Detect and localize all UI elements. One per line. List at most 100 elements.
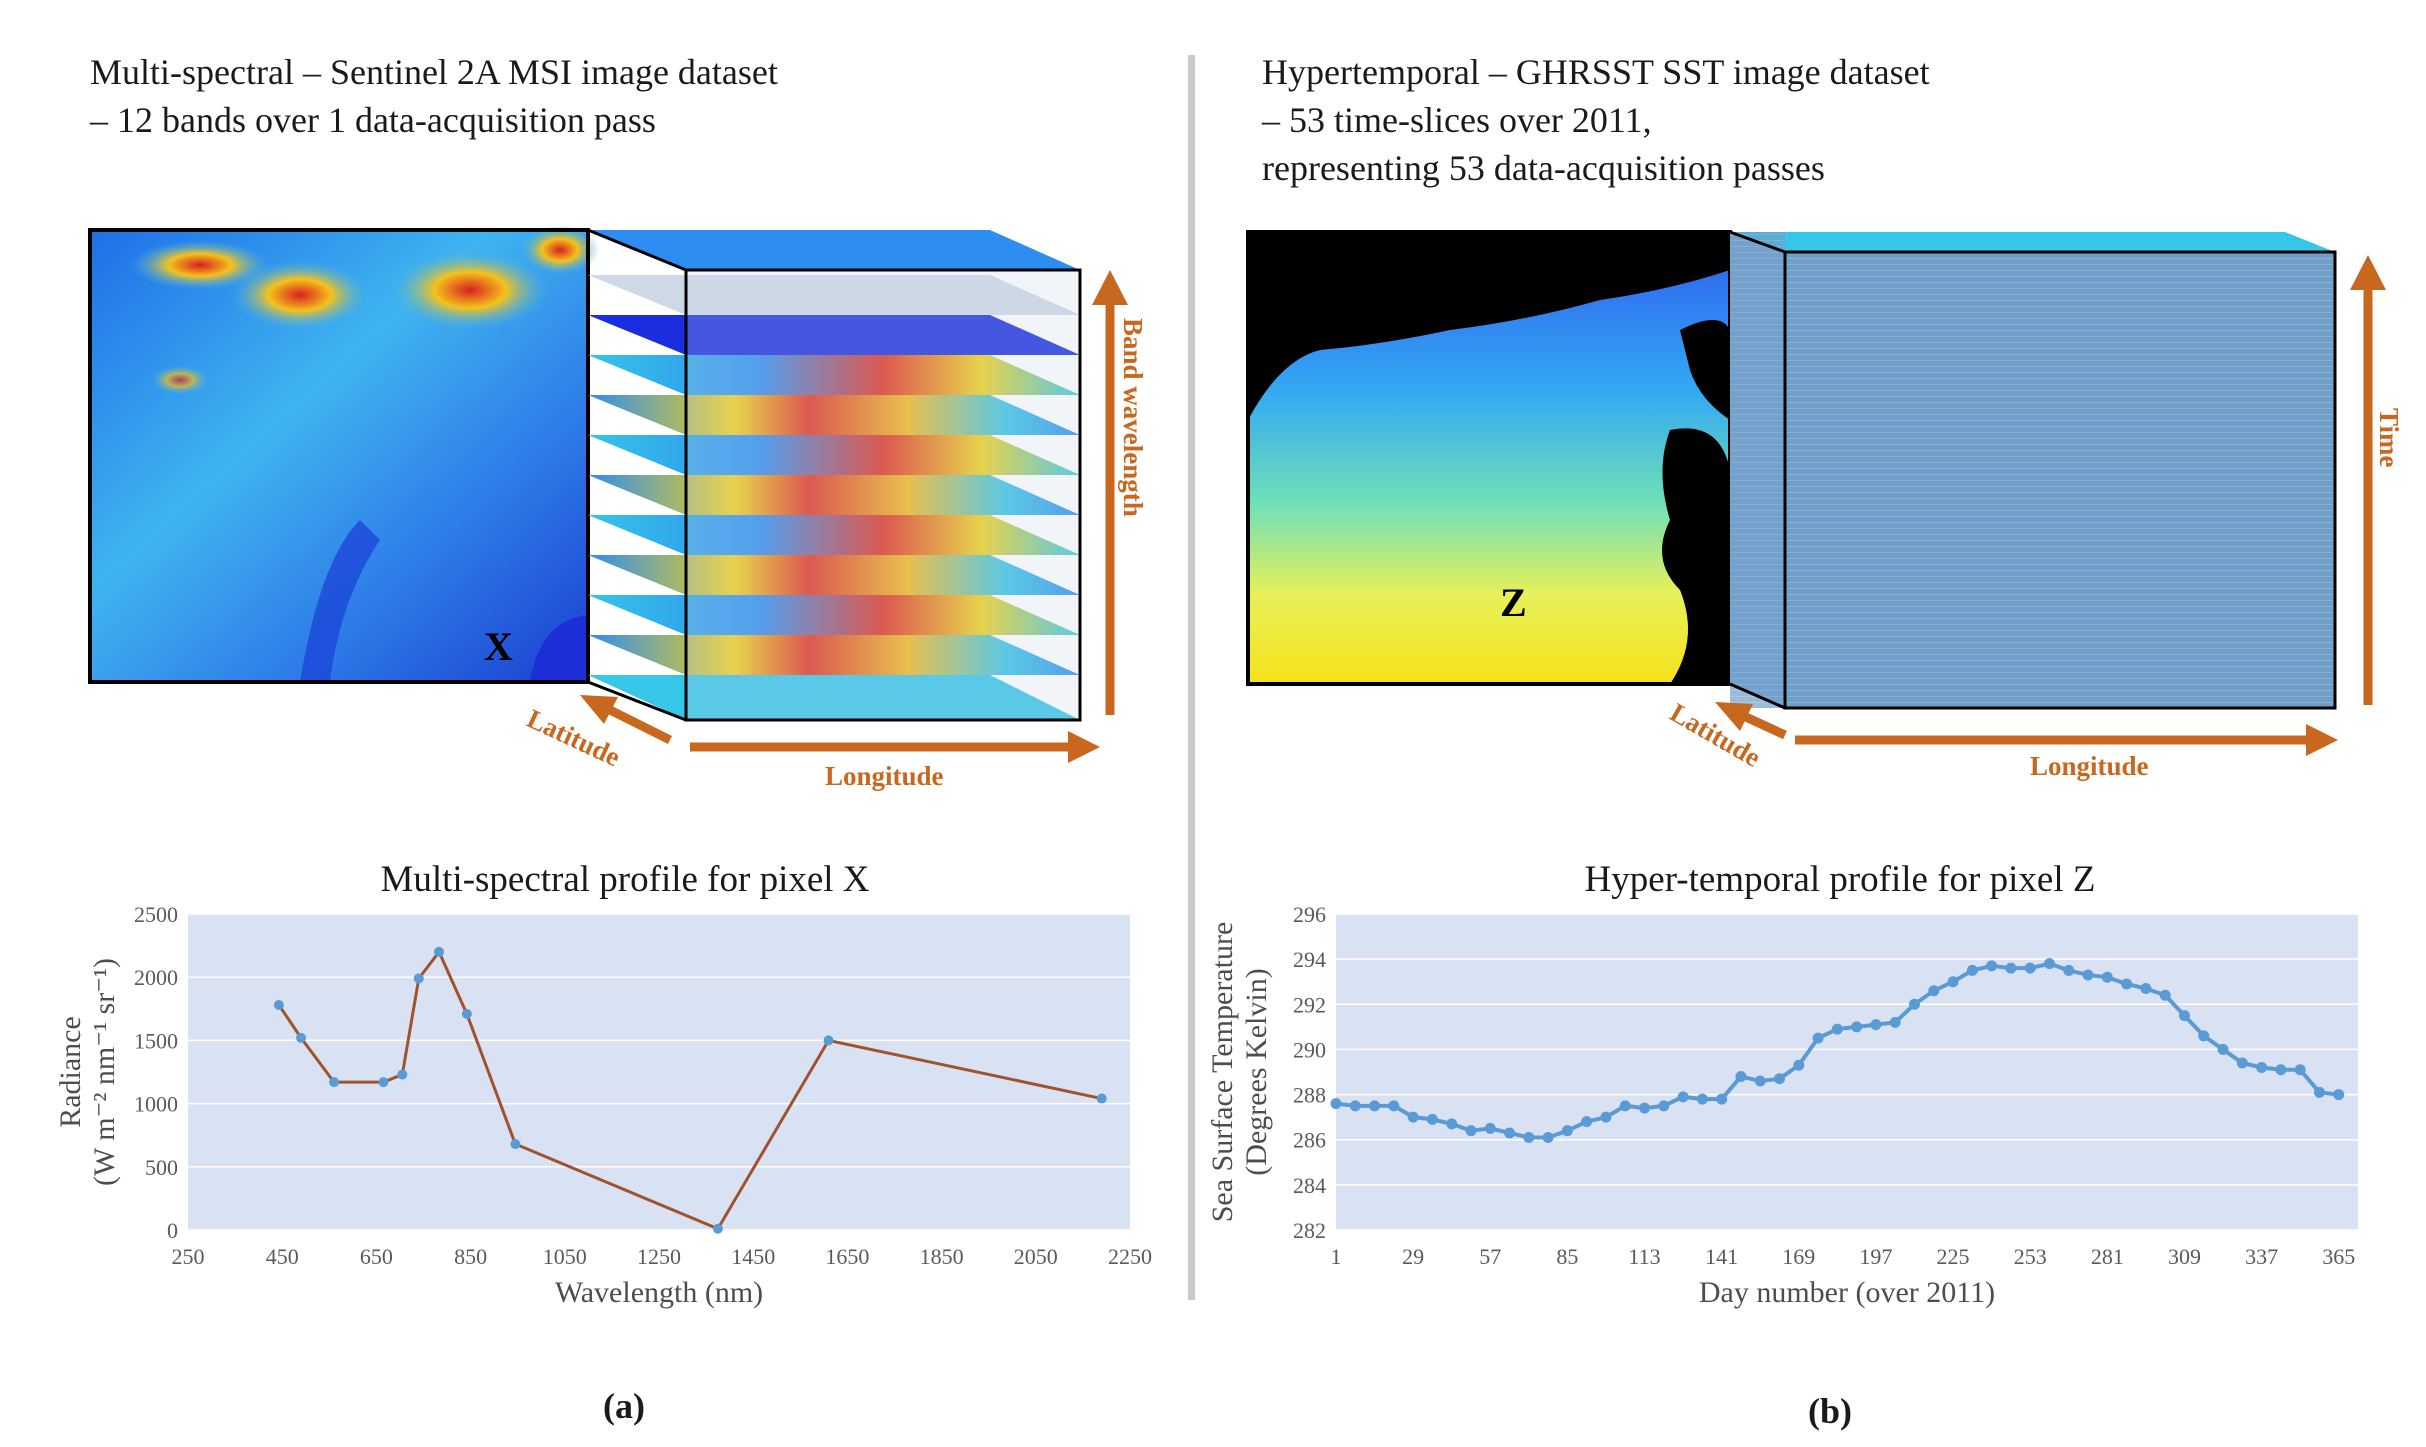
- data-point: [413, 973, 424, 984]
- data-point: [1330, 1098, 1342, 1110]
- y-tick-label: 292: [1293, 992, 1326, 1017]
- longitude-label-right: Longitude: [2030, 751, 2149, 781]
- data-point: [712, 1223, 723, 1234]
- data-point: [823, 1035, 834, 1046]
- band-wavelength-label: Band wavelength: [1118, 318, 1148, 517]
- data-point: [2294, 1064, 2306, 1076]
- data-point: [1484, 1122, 1496, 1134]
- y-axis-title-line: (Degrees Kelvin): [1240, 968, 1273, 1175]
- longitude-label-left: Longitude: [825, 761, 944, 791]
- left-heading-line-2: – 12 bands over 1 data-acquisition pass: [90, 100, 656, 140]
- data-point: [2140, 982, 2152, 994]
- data-point: [2024, 962, 2036, 974]
- data-point: [2198, 1030, 2210, 1042]
- data-point: [1600, 1111, 1612, 1123]
- x-tick-label: 85: [1556, 1244, 1578, 1269]
- data-point: [2236, 1057, 2248, 1069]
- x-tick-label: 29: [1402, 1244, 1424, 1269]
- data-point: [1426, 1113, 1438, 1125]
- data-point: [1369, 1100, 1381, 1112]
- x-tick-label: 1650: [825, 1244, 869, 1269]
- data-point: [1774, 1073, 1786, 1085]
- y-axis-title: Radiance(W m⁻² nm⁻¹ sr⁻¹): [54, 958, 121, 1186]
- x-tick-label: 365: [2322, 1244, 2355, 1269]
- data-point: [1908, 998, 1920, 1010]
- y-tick-label: 500: [145, 1155, 178, 1180]
- y-tick-label: 0: [167, 1218, 178, 1243]
- x-tick-label: 309: [2168, 1244, 2201, 1269]
- data-point: [2005, 962, 2017, 974]
- x-tick-label: 1850: [920, 1244, 964, 1269]
- y-tick-label: 296: [1293, 902, 1326, 927]
- data-point: [2256, 1061, 2268, 1073]
- y-tick-label: 2000: [134, 965, 178, 990]
- x-tick-label: 169: [1782, 1244, 1815, 1269]
- data-point: [2121, 978, 2133, 990]
- data-point: [1793, 1059, 1805, 1071]
- plot-area: [188, 914, 1130, 1230]
- data-point: [1889, 1016, 1901, 1028]
- y-axis-title-line: Sea Surface Temperature: [1206, 922, 1239, 1223]
- y-tick-label: 294: [1293, 947, 1326, 972]
- data-point: [1096, 1093, 1107, 1104]
- data-point: [2082, 969, 2094, 981]
- panel-label-b: (b): [1808, 1391, 1852, 1431]
- data-point: [397, 1069, 408, 1080]
- y-axis-title-line: Radiance: [54, 1016, 87, 1128]
- x-tick-label: 57: [1479, 1244, 1501, 1269]
- data-point: [1561, 1125, 1573, 1137]
- y-tick-label: 2500: [134, 902, 178, 927]
- x-tick-label: 2050: [1014, 1244, 1058, 1269]
- data-point: [1388, 1100, 1400, 1112]
- pixel-x-label: X: [484, 624, 513, 669]
- data-point: [2217, 1043, 2229, 1055]
- left-heading: Multi-spectral – Sentinel 2A MSI image d…: [90, 48, 778, 144]
- y-tick-label: 1000: [134, 1092, 178, 1117]
- x-tick-label: 225: [1937, 1244, 1970, 1269]
- x-tick-label: 141: [1705, 1244, 1738, 1269]
- data-point: [1870, 1019, 1882, 1031]
- data-point: [1349, 1100, 1361, 1112]
- multispectral-cube: X Band wavelength Longitude Latitude: [88, 225, 1148, 791]
- data-point: [1947, 976, 1959, 988]
- data-point: [1465, 1125, 1477, 1137]
- x-tick-label: 337: [2245, 1244, 2278, 1269]
- left-heading-line-1: Multi-spectral – Sentinel 2A MSI image d…: [90, 52, 778, 92]
- x-tick-label: 113: [1628, 1244, 1660, 1269]
- multispectral-profile-chart: 0 500 1000 1500 2000 2500 250 450 650 850 1050 1250…: [54, 902, 1152, 1309]
- data-point: [434, 946, 445, 957]
- data-point: [2101, 971, 2113, 983]
- plot-area: [1336, 914, 2358, 1230]
- data-point: [1504, 1127, 1516, 1139]
- data-point: [273, 1000, 284, 1011]
- right-heading: Hypertemporal – GHRSST SST image dataset…: [1262, 48, 1930, 192]
- panel-divider: [1188, 55, 1195, 1300]
- data-point: [329, 1077, 340, 1088]
- data-point: [1831, 1023, 1843, 1035]
- data-point: [2063, 964, 2075, 976]
- x-tick-label: 281: [2091, 1244, 2124, 1269]
- x-tick-label: 1250: [637, 1244, 681, 1269]
- data-point: [1581, 1116, 1593, 1128]
- data-point: [2333, 1089, 2345, 1101]
- y-axis-title-line: (W m⁻² nm⁻¹ sr⁻¹): [88, 958, 121, 1186]
- data-point: [1966, 964, 1978, 976]
- data-point: [1928, 985, 1940, 997]
- data-point: [1754, 1075, 1766, 1087]
- hypertemporal-cube: Z Time Longitude Latitude: [1246, 230, 2404, 781]
- data-point: [2178, 1010, 2190, 1022]
- data-point: [1986, 960, 1998, 972]
- data-point: [1716, 1093, 1728, 1105]
- x-tick-label: 1050: [543, 1244, 587, 1269]
- data-point: [1677, 1091, 1689, 1103]
- data-point: [1446, 1118, 1458, 1130]
- data-point: [1696, 1093, 1708, 1105]
- data-point: [1542, 1131, 1554, 1143]
- data-point: [296, 1032, 307, 1043]
- data-point: [1523, 1131, 1535, 1143]
- time-slices: [1785, 252, 2335, 708]
- data-point: [1851, 1021, 1863, 1033]
- y-tick-label: 290: [1293, 1037, 1326, 1062]
- x-tick-label: 1450: [731, 1244, 775, 1269]
- pixel-z-label: Z: [1500, 580, 1527, 625]
